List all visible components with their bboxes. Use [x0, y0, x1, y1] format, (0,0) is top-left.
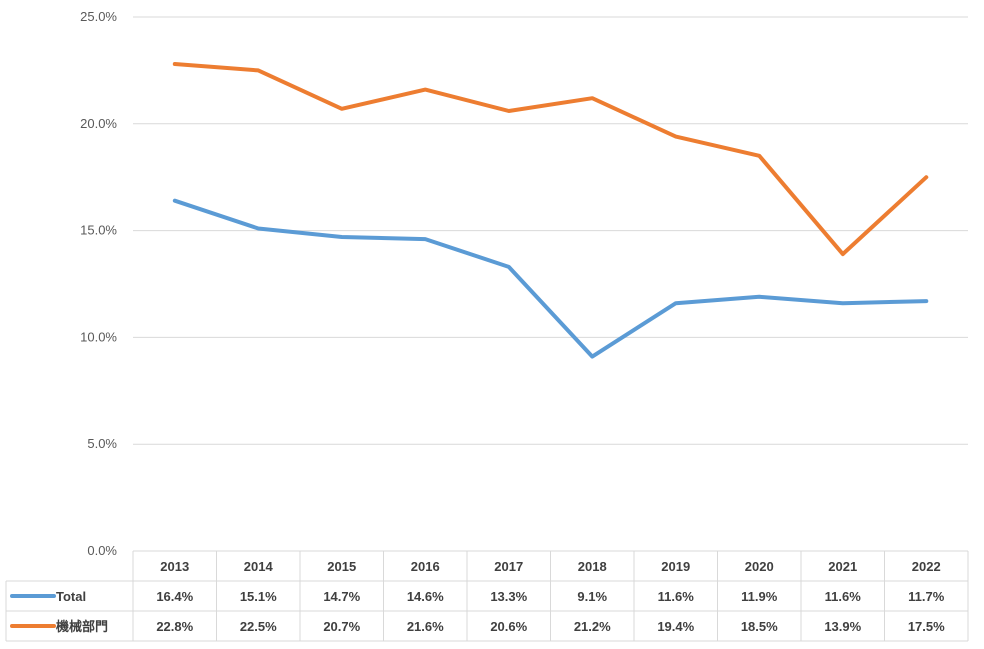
- series-line: [172, 62, 929, 257]
- x-category-label: 2022: [912, 559, 941, 574]
- data-table-cell: 19.4%: [657, 619, 694, 634]
- y-tick-label: 25.0%: [80, 9, 117, 24]
- data-table-cell: 11.6%: [825, 589, 862, 604]
- series-line: [172, 198, 929, 359]
- data-table-cell: 15.1%: [240, 589, 277, 604]
- data-table-cell: 14.7%: [323, 589, 360, 604]
- x-category-label: 2013: [160, 559, 189, 574]
- data-table-cell: 13.9%: [824, 619, 861, 634]
- x-category-label: 2016: [411, 559, 440, 574]
- data-table-cell: 13.3%: [490, 589, 527, 604]
- x-category-label: 2017: [494, 559, 523, 574]
- y-tick-label: 10.0%: [80, 329, 117, 344]
- data-table-cell: 17.5%: [908, 619, 945, 634]
- data-table-cell: 11.7%: [908, 589, 945, 604]
- data-table: 2013 2014 2015 2016 2017 2018 2019 2020 2021 2022…: [5, 550, 969, 642]
- gridlines: [133, 16, 968, 445]
- data-table-cell: 22.5%: [240, 619, 277, 634]
- data-table-cell: 16.4%: [156, 589, 193, 604]
- x-category-label: 2018: [578, 559, 607, 574]
- legend-series-label: 機械部門: [56, 619, 108, 634]
- data-table-cell: 21.2%: [574, 619, 611, 634]
- y-tick-label: 0.0%: [87, 543, 117, 558]
- data-table-cell: 20.6%: [490, 619, 527, 634]
- data-table-cell: 21.6%: [407, 619, 444, 634]
- x-category-label: 2019: [661, 559, 690, 574]
- legend-series-label: Total: [56, 589, 86, 604]
- series-lines: [172, 62, 929, 359]
- data-table-cell: 9.1%: [577, 589, 607, 604]
- data-table-cell: 22.8%: [156, 619, 193, 634]
- x-category-label: 2015: [327, 559, 356, 574]
- y-tick-label: 5.0%: [87, 436, 117, 451]
- x-category-label: 2021: [828, 559, 857, 574]
- y-axis-tick-labels: 0.0% 5.0% 10.0% 15.0% 20.0% 25.0%: [80, 9, 117, 558]
- data-table-cell: 14.6%: [407, 589, 444, 604]
- data-table-cell: 18.5%: [741, 619, 778, 634]
- x-category-label: 2020: [745, 559, 774, 574]
- data-table-cell: 20.7%: [323, 619, 360, 634]
- y-tick-label: 15.0%: [80, 223, 117, 238]
- data-table-cell: 11.6%: [658, 589, 695, 604]
- x-category-label: 2014: [244, 559, 274, 574]
- y-tick-label: 20.0%: [80, 116, 117, 131]
- data-table-cell: 11.9%: [741, 589, 778, 604]
